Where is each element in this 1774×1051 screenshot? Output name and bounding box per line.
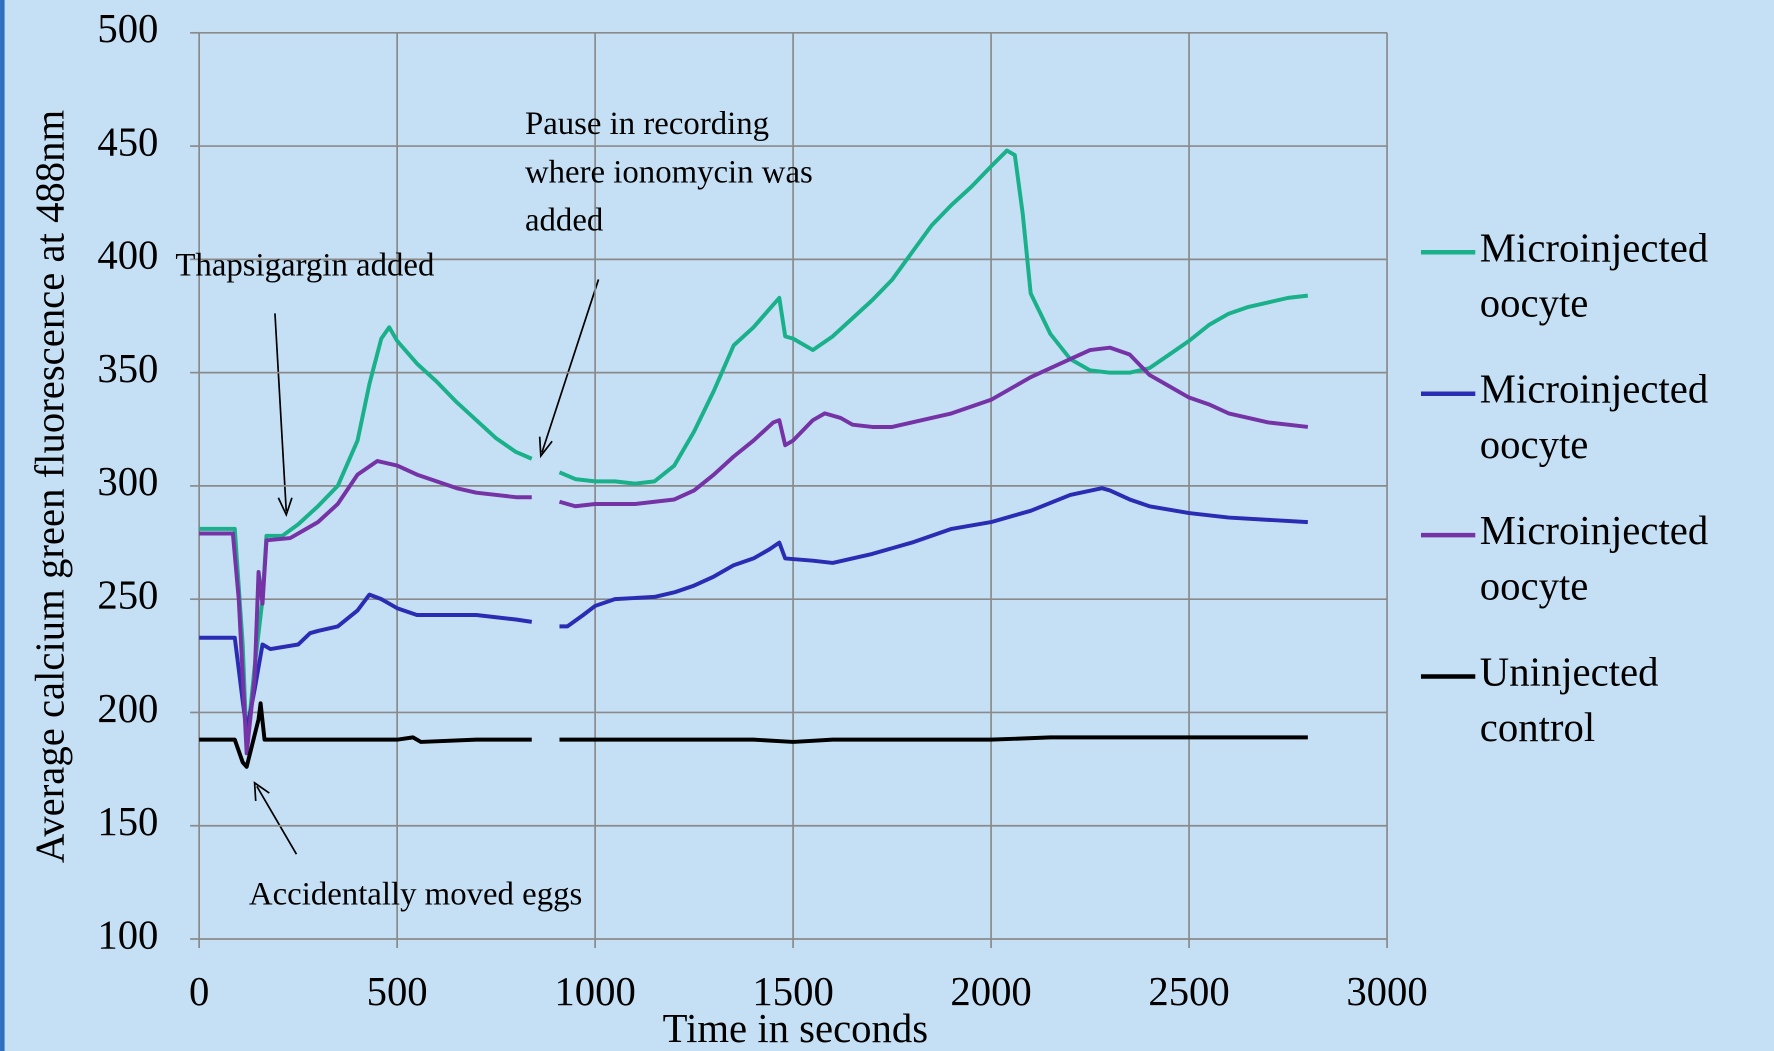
x-tick-label: 1000: [554, 969, 635, 1014]
legend-label: Microinjected oocyte: [1480, 226, 1708, 326]
annotation: Accidentally moved eggs: [249, 877, 582, 913]
legend-label: Uninjected control: [1480, 650, 1659, 750]
annotation-arrows: [253, 279, 600, 855]
y-tick-label: 100: [97, 912, 158, 957]
x-tick-label: 0: [189, 969, 209, 1014]
annotation: Thapsigargin added: [175, 248, 434, 284]
annotation: Pause in recording: [525, 106, 769, 142]
series-line: [199, 345, 1309, 756]
y-tick-label: 500: [97, 6, 158, 51]
x-tick-label: 1500: [752, 969, 833, 1014]
y-tick-label: 350: [97, 346, 158, 391]
legend-label: Microinjected oocyte: [1480, 508, 1708, 608]
y-tick-label: 200: [97, 686, 158, 731]
x-tick-label: 2500: [1148, 969, 1229, 1014]
series-line: [199, 701, 1308, 769]
y-tick-label: 250: [97, 573, 158, 618]
x-tick-label: 2000: [950, 969, 1031, 1014]
y-axis-label: Average calcium green fluorescence at 48…: [28, 109, 73, 863]
y-tick-label: 450: [97, 119, 158, 164]
x-tick-label: 3000: [1346, 969, 1427, 1014]
annotation: added: [525, 202, 603, 238]
x-tick-label: 500: [367, 969, 428, 1014]
y-tick-label: 150: [97, 799, 158, 844]
left-border: [0, 0, 5, 1051]
annotation: where ionomycin was: [525, 154, 813, 190]
x-axis-label: Time in seconds: [663, 1006, 928, 1051]
y-tick-label: 300: [97, 459, 158, 504]
y-tick-label: 400: [97, 233, 158, 278]
legend-label: Microinjected oocyte: [1480, 367, 1708, 467]
